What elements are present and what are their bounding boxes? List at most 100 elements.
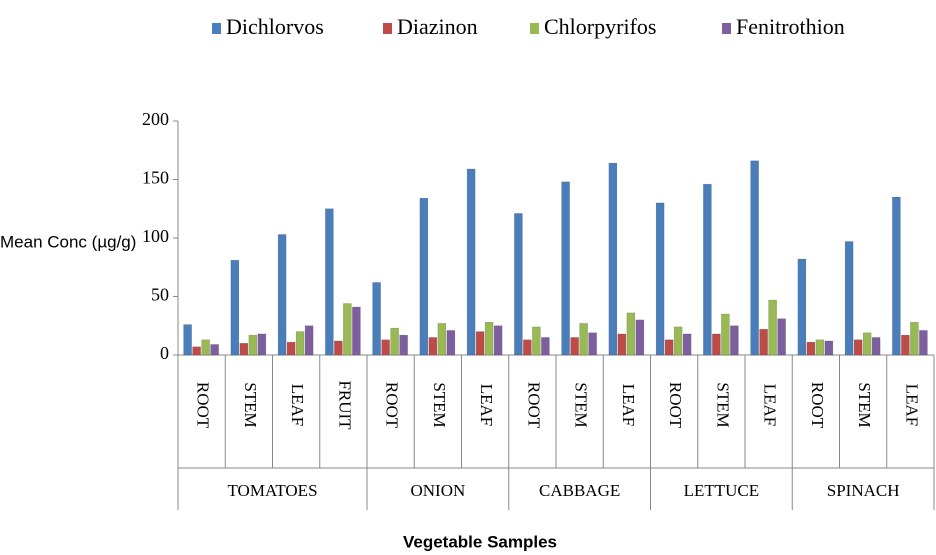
bar [210, 344, 219, 356]
bar [334, 340, 343, 356]
bar [561, 181, 570, 356]
legend-swatch [212, 23, 221, 34]
bar [475, 331, 485, 356]
bar [844, 241, 854, 356]
x-tick-label: STEM [855, 382, 874, 427]
x-tick-label: ROOT [383, 382, 402, 429]
legend-label: Dichlorvos [226, 14, 324, 39]
x-axis-label: Vegetable Samples [403, 532, 557, 551]
bar [682, 333, 692, 356]
x-tick-label: LEAF [477, 384, 496, 427]
legend-label: Fenitrothion [736, 14, 845, 39]
bar [541, 337, 550, 356]
legend-swatch [722, 23, 731, 34]
bar [514, 213, 523, 356]
bar [523, 339, 532, 356]
bar [437, 323, 447, 356]
bar [532, 326, 541, 356]
x-tick-label: STEM [713, 382, 732, 427]
bar [806, 341, 816, 356]
x-tick-label: ROOT [194, 382, 213, 429]
bar [862, 332, 872, 356]
y-tick-label: 50 [151, 285, 169, 305]
bar [608, 162, 618, 356]
legend-label: Diazinon [397, 14, 478, 39]
x-tick-label: LEAF [761, 384, 780, 427]
bar [192, 346, 201, 356]
x-tick-label: FRUIT [335, 380, 354, 430]
y-tick-label: 0 [160, 343, 169, 363]
bar [466, 168, 476, 356]
x-tick-label: ROOT [524, 382, 543, 429]
bar [399, 334, 408, 356]
group-label: CABBAGE [539, 481, 620, 500]
bar [352, 306, 361, 356]
bar [655, 202, 665, 356]
bar [372, 282, 381, 356]
bar [446, 330, 456, 356]
bar [815, 339, 825, 356]
bar [248, 334, 258, 356]
bar [428, 337, 438, 356]
bar [673, 326, 683, 356]
bar [730, 325, 739, 356]
x-tick-label: STEM [241, 382, 260, 427]
legend-swatch [530, 23, 539, 34]
x-tick-label: ROOT [808, 382, 827, 429]
bar [588, 332, 597, 356]
bar [201, 339, 210, 356]
bar [277, 234, 287, 356]
bar [703, 183, 712, 356]
bar [484, 321, 494, 356]
bar [759, 329, 768, 356]
bar [721, 313, 730, 356]
group-label: ONION [410, 481, 465, 500]
bar [343, 303, 352, 356]
bar [910, 321, 919, 356]
bar [750, 160, 759, 356]
y-tick-label: 150 [142, 168, 169, 188]
y-axis-label: Mean Conc (µg/g) [0, 232, 136, 251]
bar [635, 319, 645, 356]
legend-label: Chlorpyrifos [544, 14, 656, 39]
bar [570, 337, 579, 356]
y-tick-label: 200 [142, 109, 169, 129]
group-label: TOMATOES [227, 481, 317, 500]
y-tick-label: 100 [142, 226, 169, 246]
bar [777, 318, 786, 356]
bar [230, 259, 240, 356]
group-label: LETTUCE [684, 481, 760, 500]
bar [626, 312, 636, 356]
bar [901, 334, 910, 356]
bar [419, 197, 429, 356]
bar [919, 330, 928, 356]
bar [712, 333, 721, 356]
bar [892, 196, 901, 356]
bar [325, 208, 334, 356]
bar [824, 340, 834, 356]
bar [257, 333, 267, 356]
bar [493, 325, 503, 356]
bar [390, 327, 399, 356]
bar [871, 337, 881, 356]
x-tick-label: STEM [572, 382, 591, 427]
x-tick-label: LEAF [288, 384, 307, 427]
x-tick-label: LEAF [619, 384, 638, 427]
bar [853, 339, 863, 356]
bar [797, 258, 807, 356]
bar [183, 324, 192, 356]
x-tick-label: LEAF [902, 384, 921, 427]
group-label: SPINACH [827, 481, 900, 500]
bar [304, 325, 314, 356]
bar [617, 333, 627, 356]
bar [239, 343, 249, 356]
bar [286, 341, 296, 356]
bar [295, 331, 305, 356]
bar [381, 339, 390, 356]
x-tick-label: ROOT [666, 382, 685, 429]
bar [768, 299, 777, 356]
x-tick-label: STEM [430, 382, 449, 427]
legend-swatch [383, 23, 392, 34]
bar [664, 339, 674, 356]
